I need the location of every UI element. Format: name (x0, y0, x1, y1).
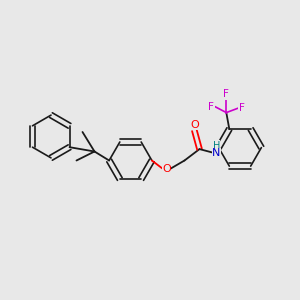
Text: N: N (212, 148, 220, 158)
Text: F: F (224, 89, 229, 99)
Text: O: O (190, 119, 199, 130)
Text: F: F (208, 102, 214, 112)
Text: F: F (239, 103, 245, 113)
Text: H: H (213, 141, 220, 151)
Text: O: O (162, 164, 171, 174)
